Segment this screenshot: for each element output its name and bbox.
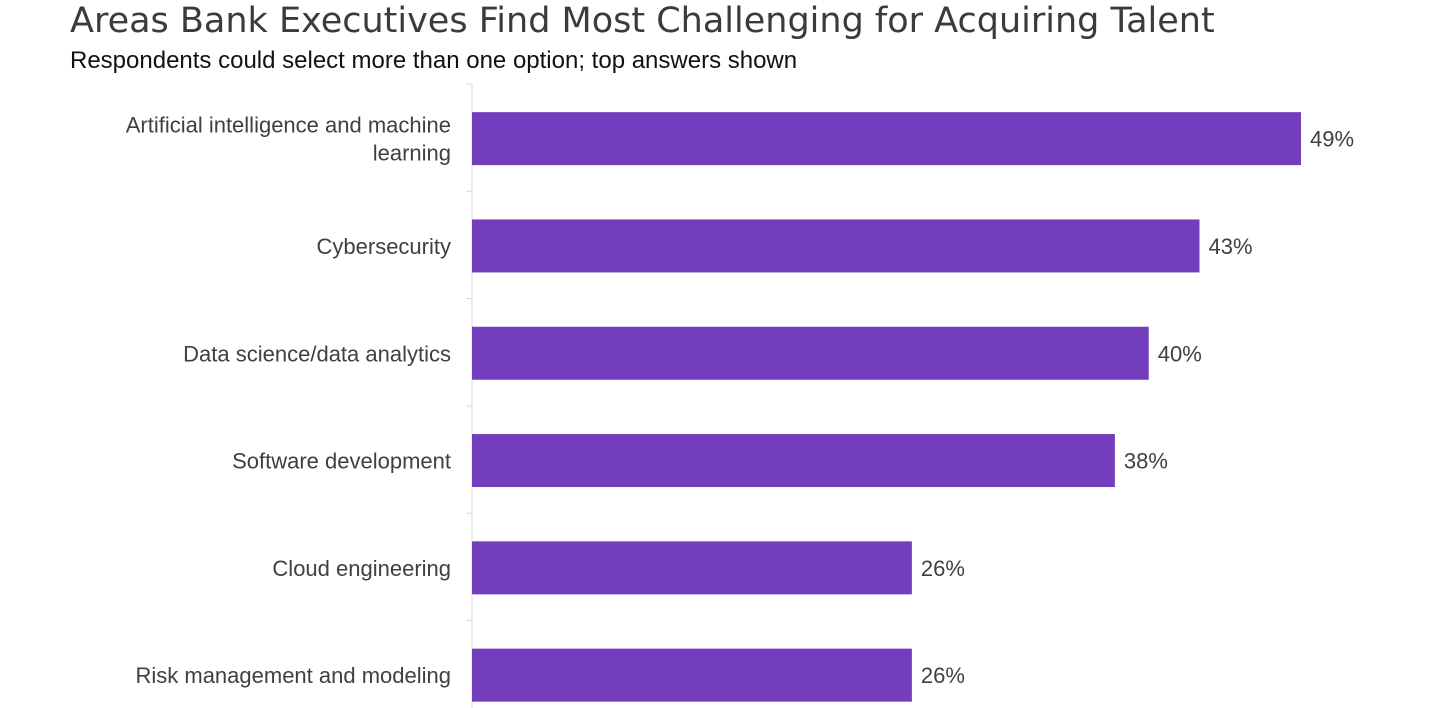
category-label-line: Software development xyxy=(232,449,451,474)
category-label: Cybersecurity xyxy=(317,234,451,259)
category-label-line: Cybersecurity xyxy=(317,234,451,259)
category-label-line: Artificial intelligence and machine xyxy=(126,113,451,138)
category-label-line: Risk management and modeling xyxy=(135,663,451,688)
chart-title: Areas Bank Executives Find Most Challeng… xyxy=(70,1,1215,41)
value-label: 38% xyxy=(1124,449,1168,474)
value-label: 26% xyxy=(921,663,965,688)
value-label: 43% xyxy=(1208,234,1252,259)
bar xyxy=(472,434,1115,488)
bar xyxy=(472,541,912,595)
value-label: 49% xyxy=(1310,127,1354,152)
category-label-line: Data science/data analytics xyxy=(183,341,451,366)
bar xyxy=(472,648,912,702)
category-label: Risk management and modeling xyxy=(135,663,451,688)
category-label: Software development xyxy=(232,449,451,474)
category-label: Data science/data analytics xyxy=(183,341,451,366)
bar xyxy=(472,219,1200,273)
category-label-line: Cloud engineering xyxy=(272,556,451,581)
bar xyxy=(472,112,1301,166)
bar xyxy=(472,326,1149,380)
value-label: 26% xyxy=(921,556,965,581)
category-label: Cloud engineering xyxy=(272,556,451,581)
value-label: 40% xyxy=(1158,341,1202,366)
category-label-line: learning xyxy=(373,141,451,166)
category-label: Artificial intelligence and machine learn… xyxy=(126,113,451,166)
chart-subtitle: Respondents could select more than one o… xyxy=(70,47,798,74)
